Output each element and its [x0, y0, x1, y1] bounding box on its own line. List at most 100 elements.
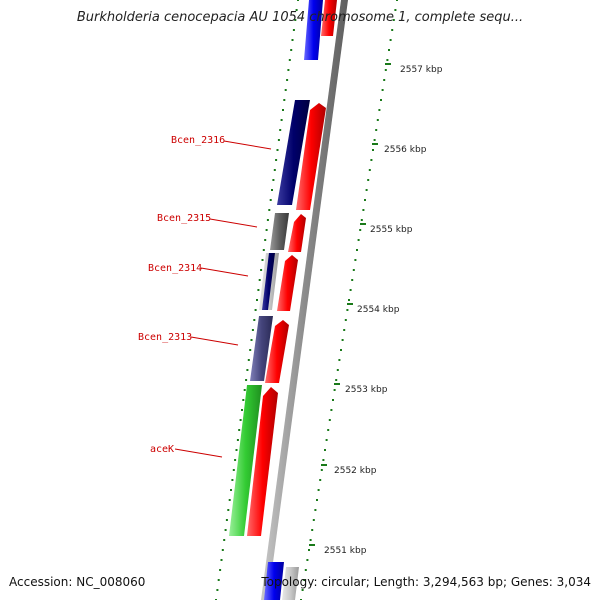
tick-dot: [234, 459, 237, 461]
tick-dot: [258, 279, 261, 281]
tick-dot: [380, 99, 382, 101]
tick-dot: [245, 379, 248, 381]
tick-dot: [239, 419, 242, 421]
tick-dot: [365, 189, 368, 191]
tick-dot: [303, 579, 306, 581]
gene-label-bcen-2315[interactable]: Bcen_2315: [157, 213, 211, 224]
map-title: Burkholderia cenocepacia AU 1054 chromos…: [76, 10, 524, 25]
forward-gene[interactable]: [265, 320, 289, 383]
forward-gene[interactable]: [288, 214, 306, 252]
tick-label-2551: 2551 kbp: [324, 546, 367, 556]
tick-dot: [392, 19, 395, 21]
forward-gene[interactable]: [282, 567, 299, 600]
backbone: [261, 0, 348, 600]
gene-label-bcen-2314[interactable]: Bcen_2314: [148, 263, 202, 274]
tick-dot: [217, 579, 220, 581]
tick-dot: [283, 99, 286, 101]
reverse-gene[interactable]: [304, 0, 323, 60]
tick-label-2556: 2556 kbp: [384, 145, 427, 155]
tick-dot: [246, 369, 249, 371]
tick-dot: [262, 249, 265, 251]
gene-label-bcen-2313[interactable]: Bcen_2313: [138, 332, 192, 343]
tick-dot: [340, 349, 342, 351]
tick-dot: [356, 249, 358, 251]
reverse-gene[interactable]: [270, 213, 289, 250]
tick-dot: [359, 229, 362, 231]
tick-dot: [332, 399, 334, 401]
genes-count-text: Genes: 3,034: [510, 575, 591, 589]
tick-dot: [333, 389, 336, 391]
tick-dot: [257, 289, 260, 291]
tick-dot: [276, 149, 279, 151]
tick-dot: [319, 479, 322, 481]
kbp-labels: 2557 kbp 2556 kbp 2555 kbp 2554 kbp 2553…: [324, 65, 443, 556]
reverse-gene[interactable]: [264, 562, 284, 600]
tick-dot: [282, 109, 284, 111]
tick-dot: [256, 299, 258, 301]
tick-label-2553: 2553 kbp: [345, 385, 388, 395]
tick-dot: [367, 179, 370, 181]
reverse-gene[interactable]: [277, 100, 310, 205]
tick-dot: [304, 569, 307, 571]
tick-dot: [328, 419, 331, 421]
length-text: Length: 3,294,563 bp;: [373, 575, 508, 589]
tick-dot: [219, 569, 222, 571]
gene-label-acek[interactable]: aceK: [150, 444, 174, 455]
forward-gene[interactable]: [247, 387, 278, 536]
tick-dot: [352, 269, 355, 271]
tick-dot: [228, 499, 231, 501]
tick-dot: [241, 409, 243, 411]
tick-dot: [378, 109, 381, 111]
tick-dot: [227, 509, 230, 511]
tick-dot: [384, 69, 387, 71]
forward-gene[interactable]: [277, 255, 298, 311]
tick-dot: [230, 489, 232, 491]
tick-dot: [266, 219, 269, 221]
reverse-gene[interactable]: [250, 316, 273, 381]
tick-dot: [349, 289, 352, 291]
tick-dot: [336, 369, 339, 371]
tick-dot: [370, 159, 373, 161]
tick-dot: [372, 149, 374, 151]
tick-dot: [327, 429, 330, 431]
tick-dot: [375, 129, 378, 131]
tick-dot: [335, 379, 338, 381]
tick-dot: [224, 529, 227, 531]
tick-dot: [291, 39, 294, 41]
tick-dot: [235, 449, 238, 451]
tick-dot: [330, 409, 333, 411]
tick-dot: [297, 0, 299, 1]
tick-dot: [311, 529, 314, 531]
tick-dot: [306, 559, 309, 561]
tick-dot: [253, 319, 256, 321]
tick-dot: [275, 159, 278, 161]
tick-dot: [364, 199, 366, 201]
tick-dot: [388, 49, 390, 51]
forward-gene[interactable]: [321, 0, 337, 36]
gene-label-bcen-2316[interactable]: Bcen_2316: [171, 135, 225, 146]
tick-dot: [312, 519, 315, 521]
tick-dot: [231, 479, 234, 481]
tick-dot: [279, 129, 282, 131]
tick-dot: [242, 399, 245, 401]
tick-dot: [225, 519, 228, 521]
tick-dot: [376, 119, 379, 121]
tick-dot: [308, 549, 310, 551]
reverse-gene[interactable]: [262, 253, 275, 310]
tick-dot: [247, 359, 250, 361]
tick-dot: [251, 329, 254, 331]
tick-dot: [261, 259, 264, 261]
major-ticks: [309, 63, 391, 546]
tick-dot: [292, 29, 295, 31]
gene-labels: Bcen_2316 Bcen_2315 Bcen_2314 Bcen_2313 …: [138, 135, 225, 455]
tick-dot: [320, 469, 323, 471]
tick-dot: [277, 139, 280, 141]
tick-dot: [324, 449, 326, 451]
tick-dot: [265, 229, 268, 231]
reverse-gene[interactable]: [229, 385, 262, 536]
forward-gene[interactable]: [296, 103, 326, 210]
tick-dot: [272, 179, 275, 181]
tick-dot: [238, 429, 241, 431]
tick-dot: [381, 89, 384, 91]
